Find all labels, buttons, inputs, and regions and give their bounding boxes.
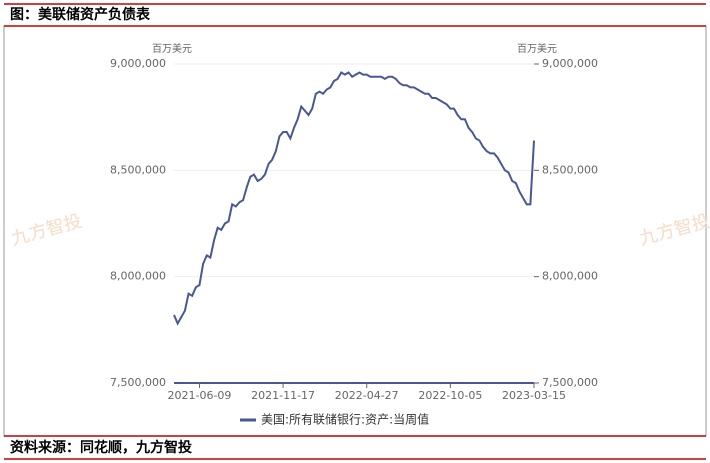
- series-line: [173, 71, 535, 326]
- watermark: 九方智投: [9, 211, 84, 250]
- y-tick-label: 7,500,000: [110, 376, 166, 389]
- x-tick-label: 2022-10-05: [418, 389, 482, 402]
- source: 资料来源：同花顺，九方智投: [10, 439, 192, 456]
- x-tick-label: 2023-03-15: [502, 389, 566, 402]
- y-unit: 百万美元: [152, 42, 192, 55]
- y2-tick-label: 7,500,000: [542, 376, 598, 389]
- y2-tick-label: 8,000,000: [542, 270, 598, 283]
- x-tick-label: 2021-06-09: [167, 389, 231, 402]
- legend-label: 美国:所有联储银行:资产:当周值: [261, 412, 429, 427]
- y2-tick-label: 9,000,000: [542, 57, 598, 70]
- y2-tick-label: 8,500,000: [542, 163, 598, 176]
- chart-title: 图：美联储资产负债表: [10, 6, 151, 23]
- y2-unit: 百万美元: [517, 42, 557, 55]
- y-tick-label: 9,000,000: [110, 57, 166, 70]
- y-tick-label: 8,000,000: [110, 270, 166, 283]
- x-tick-label: 2021-11-17: [251, 389, 315, 402]
- chart-frame: [3, 25, 707, 437]
- y-tick-label: 8,500,000: [110, 163, 166, 176]
- watermark: 九方智投: [637, 211, 710, 250]
- x-tick-label: 2022-04-27: [335, 389, 399, 402]
